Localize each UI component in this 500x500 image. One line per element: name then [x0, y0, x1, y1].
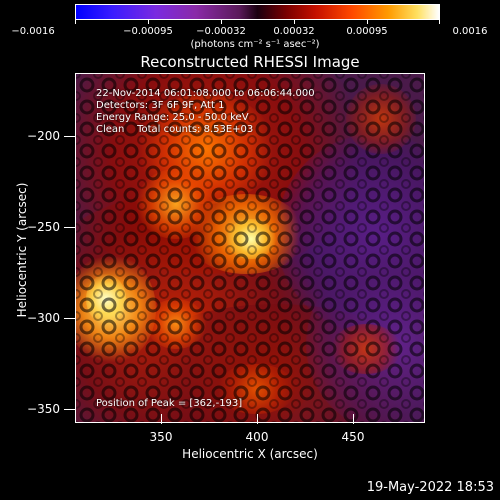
render-timestamp: 19-May-2022 18:53 [366, 480, 494, 495]
colorbar-label: 0.00032 [273, 26, 315, 37]
plot-title: Reconstructed RHESSI Image [140, 53, 360, 71]
image-plot-area: 22-Nov-2014 06:01:08.000 to 06:06:44.000… [75, 73, 425, 423]
colorbar-units: (photons cm⁻² s⁻¹ asec⁻²) [190, 39, 320, 50]
x-tick [353, 414, 354, 424]
x-tick [257, 414, 258, 424]
x-axis-title: Heliocentric X (arcsec) [182, 447, 318, 461]
y-tick-label: −350 [27, 402, 60, 416]
x-tick-label: 450 [341, 430, 365, 444]
y-tick [64, 409, 76, 410]
ring-pattern [76, 74, 424, 422]
x-tick [161, 414, 162, 424]
annotation-energy: Energy Range: 25.0 - 50.0 keV [96, 112, 249, 123]
x-tick-label: 400 [245, 430, 269, 444]
y-tick [64, 136, 76, 137]
colorbar-label: −0.0016 [11, 26, 55, 37]
annotation-peak-position: Position of Peak = [362,-193] [96, 398, 243, 409]
y-tick-label: −200 [27, 129, 60, 143]
y-tick [64, 227, 76, 228]
colorbar-label: 0.0016 [452, 26, 488, 37]
annotation-detectors: Detectors: 3F 6F 9F, Att 1 [96, 100, 225, 111]
colorbar-label: −0.00032 [196, 26, 246, 37]
colorbar-tick [148, 19, 149, 24]
colorbar-tick [439, 19, 440, 24]
x-tick-label: 350 [149, 430, 173, 444]
rhessi-heatmap-image [76, 74, 424, 422]
colorbar-label: 0.00095 [346, 26, 388, 37]
annotation-time: 22-Nov-2014 06:01:08.000 to 06:06:44.000 [96, 88, 315, 99]
colorbar-tick [367, 19, 368, 24]
y-tick [64, 318, 76, 319]
colorbar [75, 4, 440, 20]
colorbar-label: −0.00095 [123, 26, 173, 37]
colorbar-tick [75, 19, 76, 24]
y-tick-label: −250 [27, 220, 60, 234]
colorbar-tick [294, 19, 295, 24]
colorbar-tick [221, 19, 222, 24]
y-axis-title: Heliocentric Y (arcsec) [15, 182, 29, 318]
annotation-clean-counts: Clean Total counts: 8.53E+03 [96, 124, 254, 135]
y-tick-label: −300 [27, 311, 60, 325]
